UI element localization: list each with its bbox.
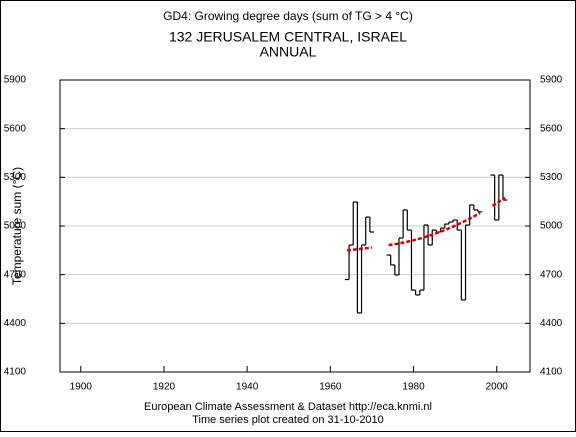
y-tick-label: 5600 (4, 123, 27, 134)
trend-line (491, 196, 506, 207)
y-tick-label: 5300 (4, 172, 27, 183)
y-tick-label: 4700 (4, 269, 27, 280)
chart-title: GD4: Growing degree days (sum of TG > 4 … (163, 9, 413, 23)
y-tick-label: 4100 (4, 367, 27, 378)
x-tick-label: 1900 (70, 382, 93, 393)
chart-subtitle: ANNUAL (260, 44, 317, 60)
y2-tick-label: 4400 (540, 318, 563, 329)
y-tick-label: 4400 (4, 318, 27, 329)
x-tick-label: 1980 (402, 382, 425, 393)
y-tick-label: 5000 (4, 221, 27, 232)
trend-line (388, 211, 481, 247)
x-tick-label: 1940 (236, 382, 259, 393)
y-tick-label: 5900 (4, 75, 27, 86)
y2-tick-label: 4100 (540, 367, 563, 378)
plot-area (59, 79, 531, 373)
chart-subtitle: 132 JERUSALEM CENTRAL, ISRAEL (169, 29, 407, 45)
x-tick-label: 1920 (153, 382, 176, 393)
y2-tick-label: 5300 (540, 172, 563, 183)
footer: Time series plot created on 31-10-2010 (192, 414, 384, 426)
y2-tick-label: 5900 (540, 75, 563, 86)
y2-tick-label: 5600 (540, 123, 563, 134)
trend-line (346, 246, 373, 252)
y2-tick-label: 4700 (540, 269, 563, 280)
footer: European Climate Assessment & Dataset ht… (144, 401, 432, 413)
y-axis-label: Temperature sum (°C) (10, 167, 24, 285)
x-tick-label: 2000 (486, 382, 509, 393)
y2-tick-label: 5000 (540, 221, 563, 232)
x-tick-label: 1960 (319, 382, 342, 393)
